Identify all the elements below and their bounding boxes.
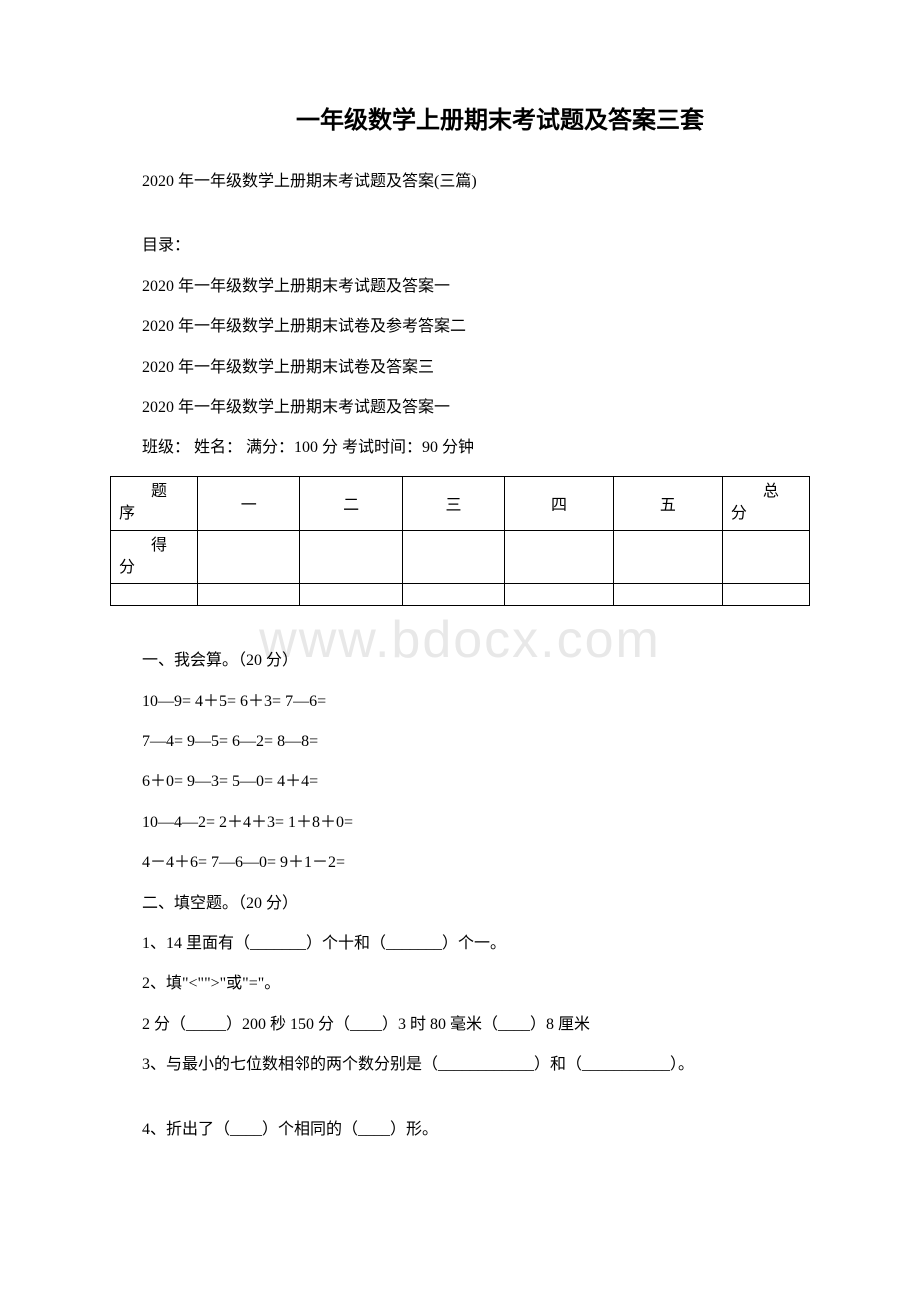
question-line: 3、与最小的七位数相邻的两个数分别是（____________）和（______… bbox=[110, 1046, 810, 1084]
cell-text: 题 bbox=[151, 483, 167, 500]
table-row: 得 分 bbox=[111, 530, 810, 584]
table-cell bbox=[402, 530, 504, 584]
table-cell: 四 bbox=[505, 476, 614, 530]
table-cell: 二 bbox=[300, 476, 402, 530]
table-cell bbox=[198, 530, 300, 584]
math-line: 4－4＋6= 7—6—0= 9＋1－2= bbox=[110, 844, 810, 882]
section-heading: 二、填空题。（20 分） bbox=[110, 885, 810, 923]
question-line: 1、14 里面有（_______）个十和（_______）个一。 bbox=[110, 925, 810, 963]
subtitle-line: 2020 年一年级数学上册期末考试题及答案(三篇) bbox=[110, 163, 810, 201]
table-cell bbox=[402, 584, 504, 606]
question-line: 2、填"<"">"或"="。 bbox=[110, 965, 810, 1003]
math-line: 10—9= 4＋5= 6＋3= 7—6= bbox=[110, 683, 810, 721]
table-cell: 五 bbox=[614, 476, 723, 530]
document-content: 一年级数学上册期末考试题及答案三套 2020 年一年级数学上册期末考试题及答案(… bbox=[110, 100, 810, 1149]
table-cell bbox=[614, 530, 723, 584]
cell-text: 分 bbox=[731, 503, 801, 525]
cell-text: 序 bbox=[119, 503, 189, 525]
table-cell bbox=[722, 530, 809, 584]
spacer bbox=[110, 203, 810, 227]
table-cell: 三 bbox=[402, 476, 504, 530]
table-cell bbox=[111, 584, 198, 606]
table-cell bbox=[300, 530, 402, 584]
question-line: 2 分（_____）200 秒 150 分（____）3 时 80 毫米（___… bbox=[110, 1006, 810, 1044]
spacer bbox=[110, 1087, 810, 1111]
page-title: 一年级数学上册期末考试题及答案三套 bbox=[190, 100, 810, 135]
table-row bbox=[111, 584, 810, 606]
math-line: 7—4= 9—5= 6—2= 8—8= bbox=[110, 723, 810, 761]
cell-text: 总 bbox=[763, 483, 779, 500]
toc-item: 2020 年一年级数学上册期末试卷及答案三 bbox=[110, 349, 810, 387]
toc-item: 2020 年一年级数学上册期末试卷及参考答案二 bbox=[110, 308, 810, 346]
table-cell bbox=[300, 584, 402, 606]
math-line: 6＋0= 9—3= 5—0= 4＋4= bbox=[110, 763, 810, 801]
toc-item: 2020 年一年级数学上册期末考试题及答案一 bbox=[110, 268, 810, 306]
spacer bbox=[110, 618, 810, 642]
math-line: 10—4—2= 2＋4＋3= 1＋8＋0= bbox=[110, 804, 810, 842]
table-cell bbox=[722, 584, 809, 606]
cell-text: 得 bbox=[151, 537, 167, 554]
table-cell: 题 序 bbox=[111, 476, 198, 530]
table-cell: 总 分 bbox=[722, 476, 809, 530]
cell-text: 分 bbox=[119, 557, 189, 579]
table-cell bbox=[505, 530, 614, 584]
table-row: 题 序 一 二 三 四 五 总 分 bbox=[111, 476, 810, 530]
exam-info: 班级： 姓名： 满分：100 分 考试时间：90 分钟 bbox=[110, 429, 810, 467]
table-cell bbox=[614, 584, 723, 606]
score-table: 题 序 一 二 三 四 五 总 分 得 分 bbox=[110, 476, 810, 607]
toc-heading: 目录： bbox=[110, 227, 810, 265]
table-cell: 一 bbox=[198, 476, 300, 530]
toc-item: 2020 年一年级数学上册期末考试题及答案一 bbox=[110, 389, 810, 427]
table-cell bbox=[505, 584, 614, 606]
question-line: 4、折出了（____）个相同的（____）形。 bbox=[110, 1111, 810, 1149]
table-cell bbox=[198, 584, 300, 606]
section-heading: 一、我会算。（20 分） bbox=[110, 642, 810, 680]
table-cell: 得 分 bbox=[111, 530, 198, 584]
